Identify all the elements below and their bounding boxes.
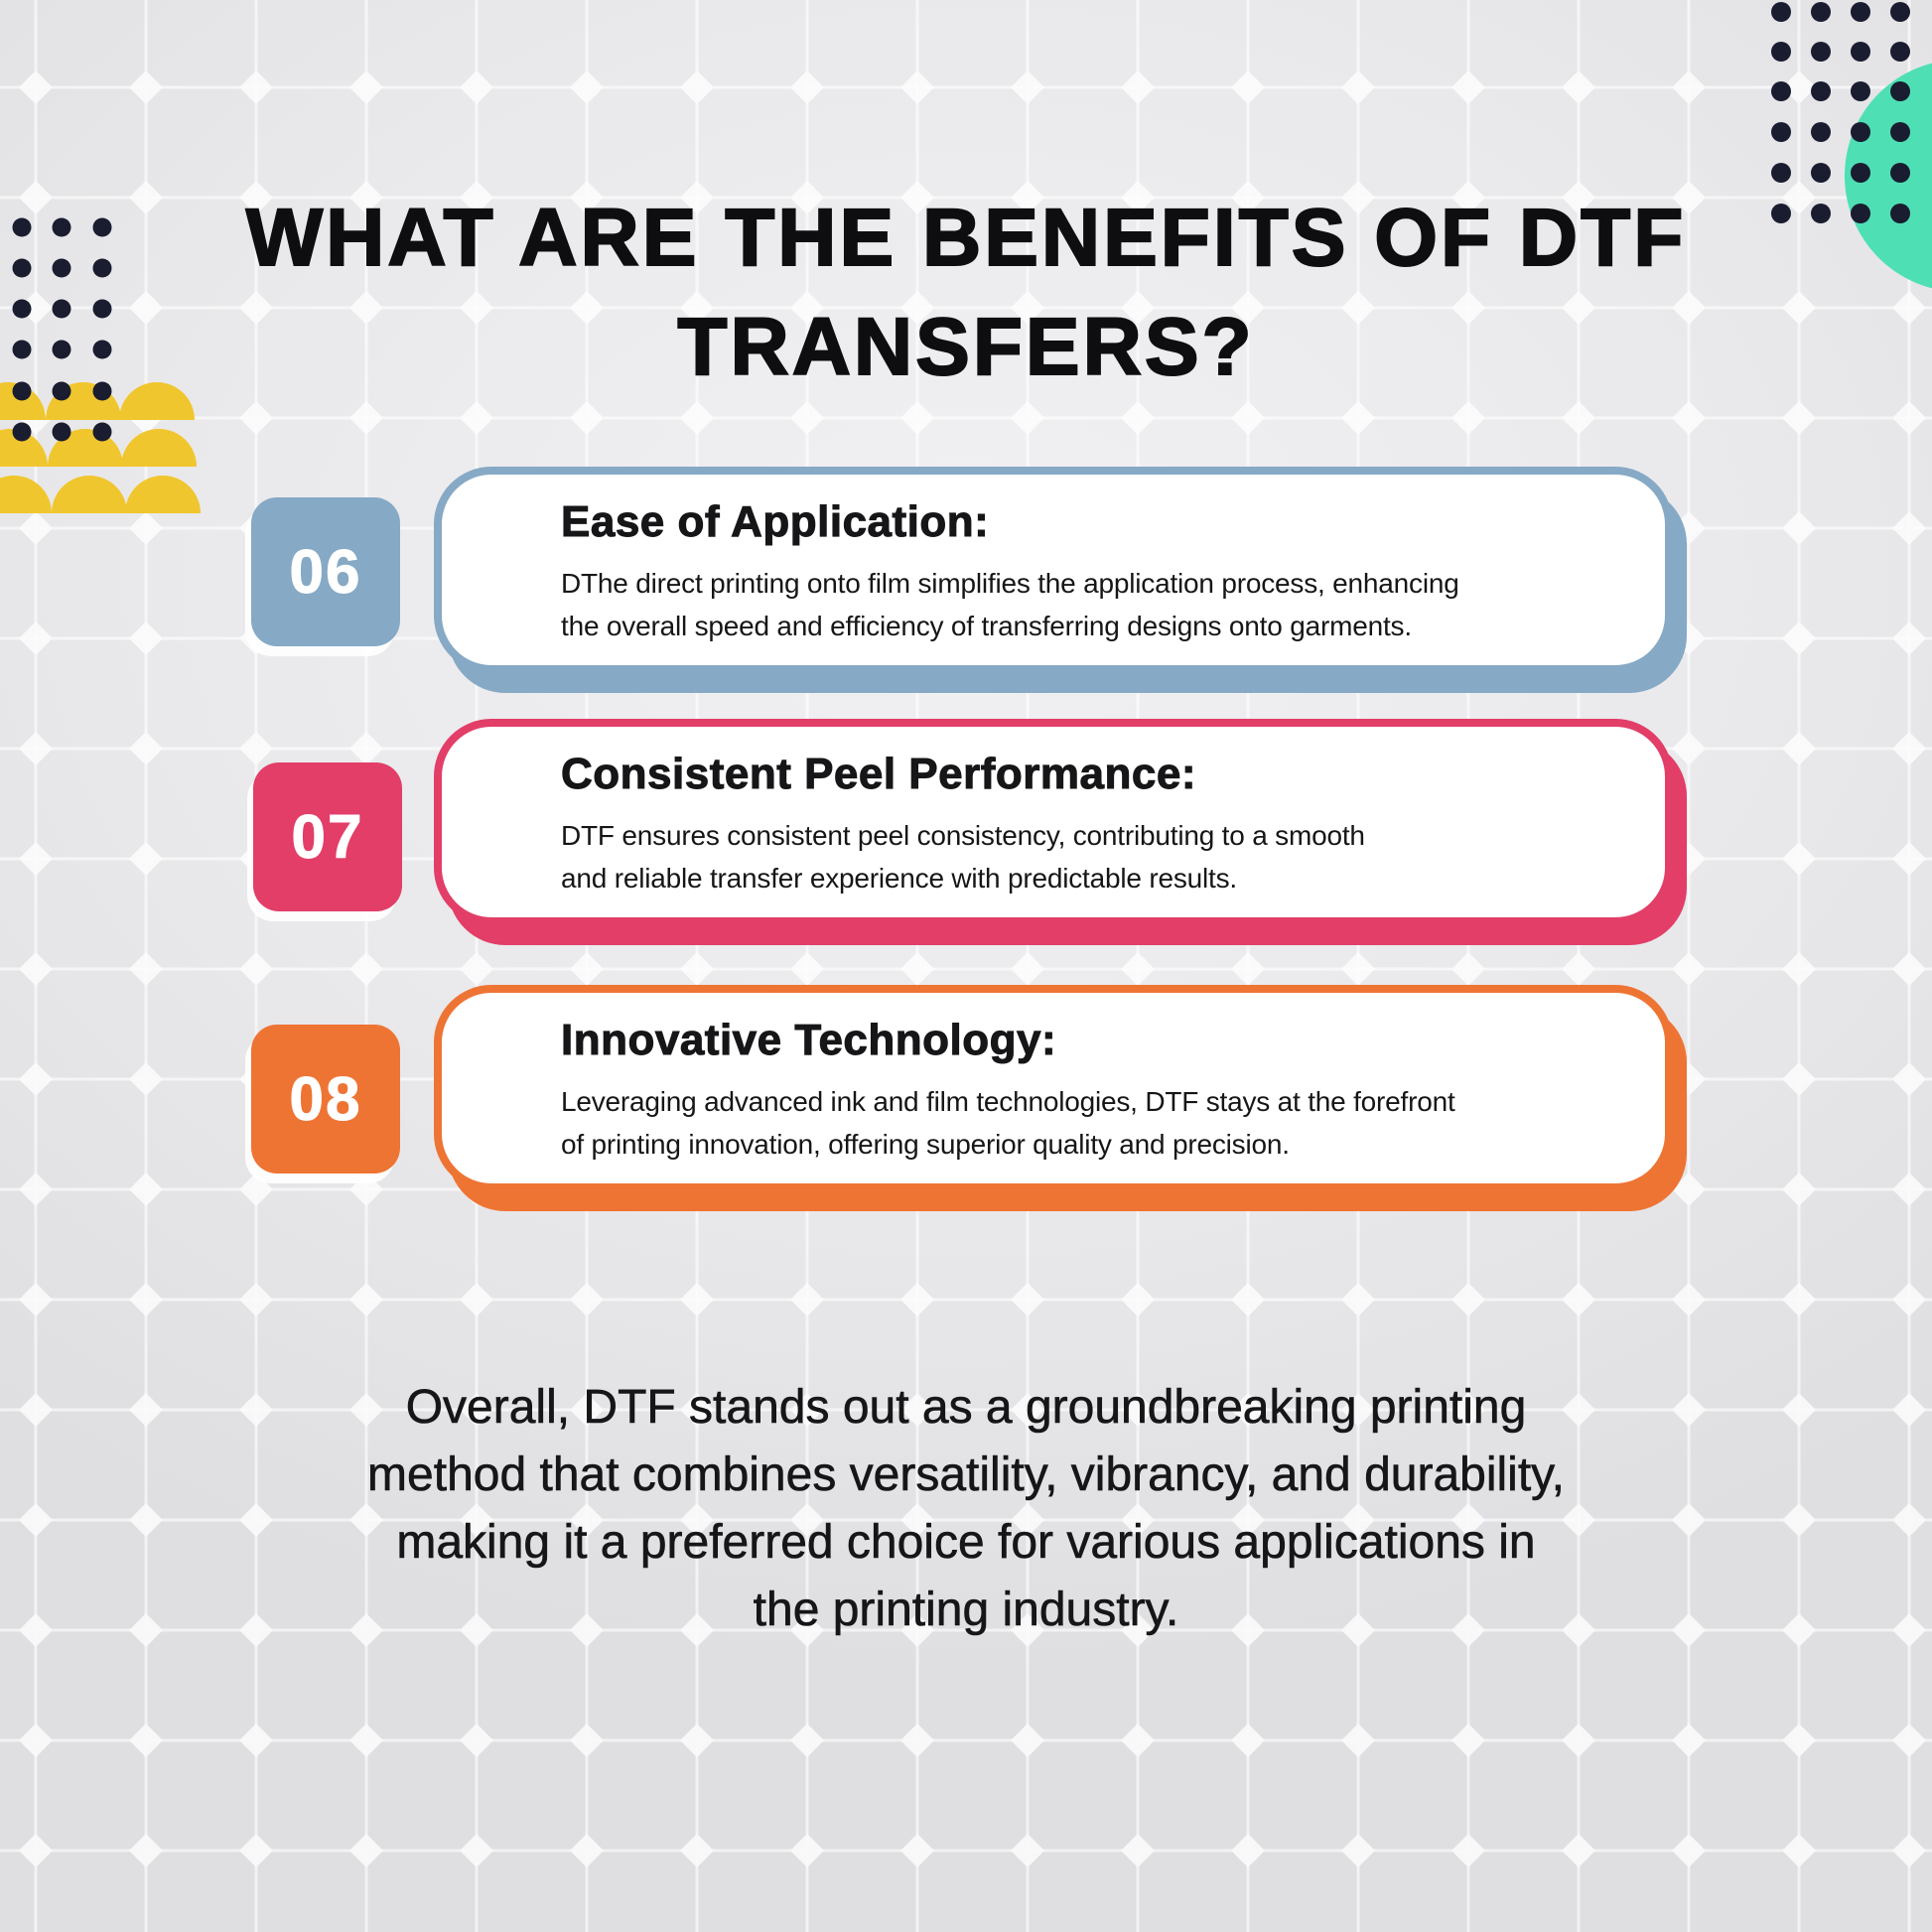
number-badge-label: 06 bbox=[289, 537, 362, 607]
card-body: Leveraging advanced ink and film technol… bbox=[561, 1086, 1455, 1160]
number-badge-06: 06 bbox=[251, 497, 400, 646]
page-title-line-2: TRANSFERS? bbox=[676, 301, 1255, 393]
benefit-card-innovative-technology: Innovative Technology: Leveraging advanc… bbox=[434, 985, 1673, 1191]
number-badge-08: 08 bbox=[251, 1025, 400, 1173]
benefit-card-ease-of-application: Ease of Application: DThe direct printin… bbox=[434, 467, 1673, 673]
number-badge-label: 07 bbox=[291, 802, 364, 872]
page-title-line-1: WHAT ARE THE BENEFITS OF DTF bbox=[245, 192, 1687, 284]
dot-grid-left bbox=[12, 217, 112, 442]
page-title: WHAT ARE THE BENEFITS OF DTF TRANSFERS? bbox=[0, 184, 1932, 402]
card-body: DTF ensures consistent peel consistency,… bbox=[561, 820, 1365, 894]
number-badge-label: 08 bbox=[289, 1064, 362, 1134]
card-title: Innovative Technology: bbox=[561, 1016, 1057, 1065]
teal-circle-decoration bbox=[1845, 63, 1932, 289]
card-body: DThe direct printing onto film simplifie… bbox=[561, 568, 1459, 641]
closing-paragraph: Overall, DTF stands out as a groundbreak… bbox=[367, 1381, 1565, 1637]
benefit-card-consistent-peel: Consistent Peel Performance: DTF ensures… bbox=[434, 719, 1673, 925]
dot-grid-top-right bbox=[1771, 2, 1910, 223]
card-title: Ease of Application: bbox=[561, 497, 990, 547]
number-badge-07: 07 bbox=[253, 762, 402, 911]
card-title: Consistent Peel Performance: bbox=[561, 750, 1196, 799]
